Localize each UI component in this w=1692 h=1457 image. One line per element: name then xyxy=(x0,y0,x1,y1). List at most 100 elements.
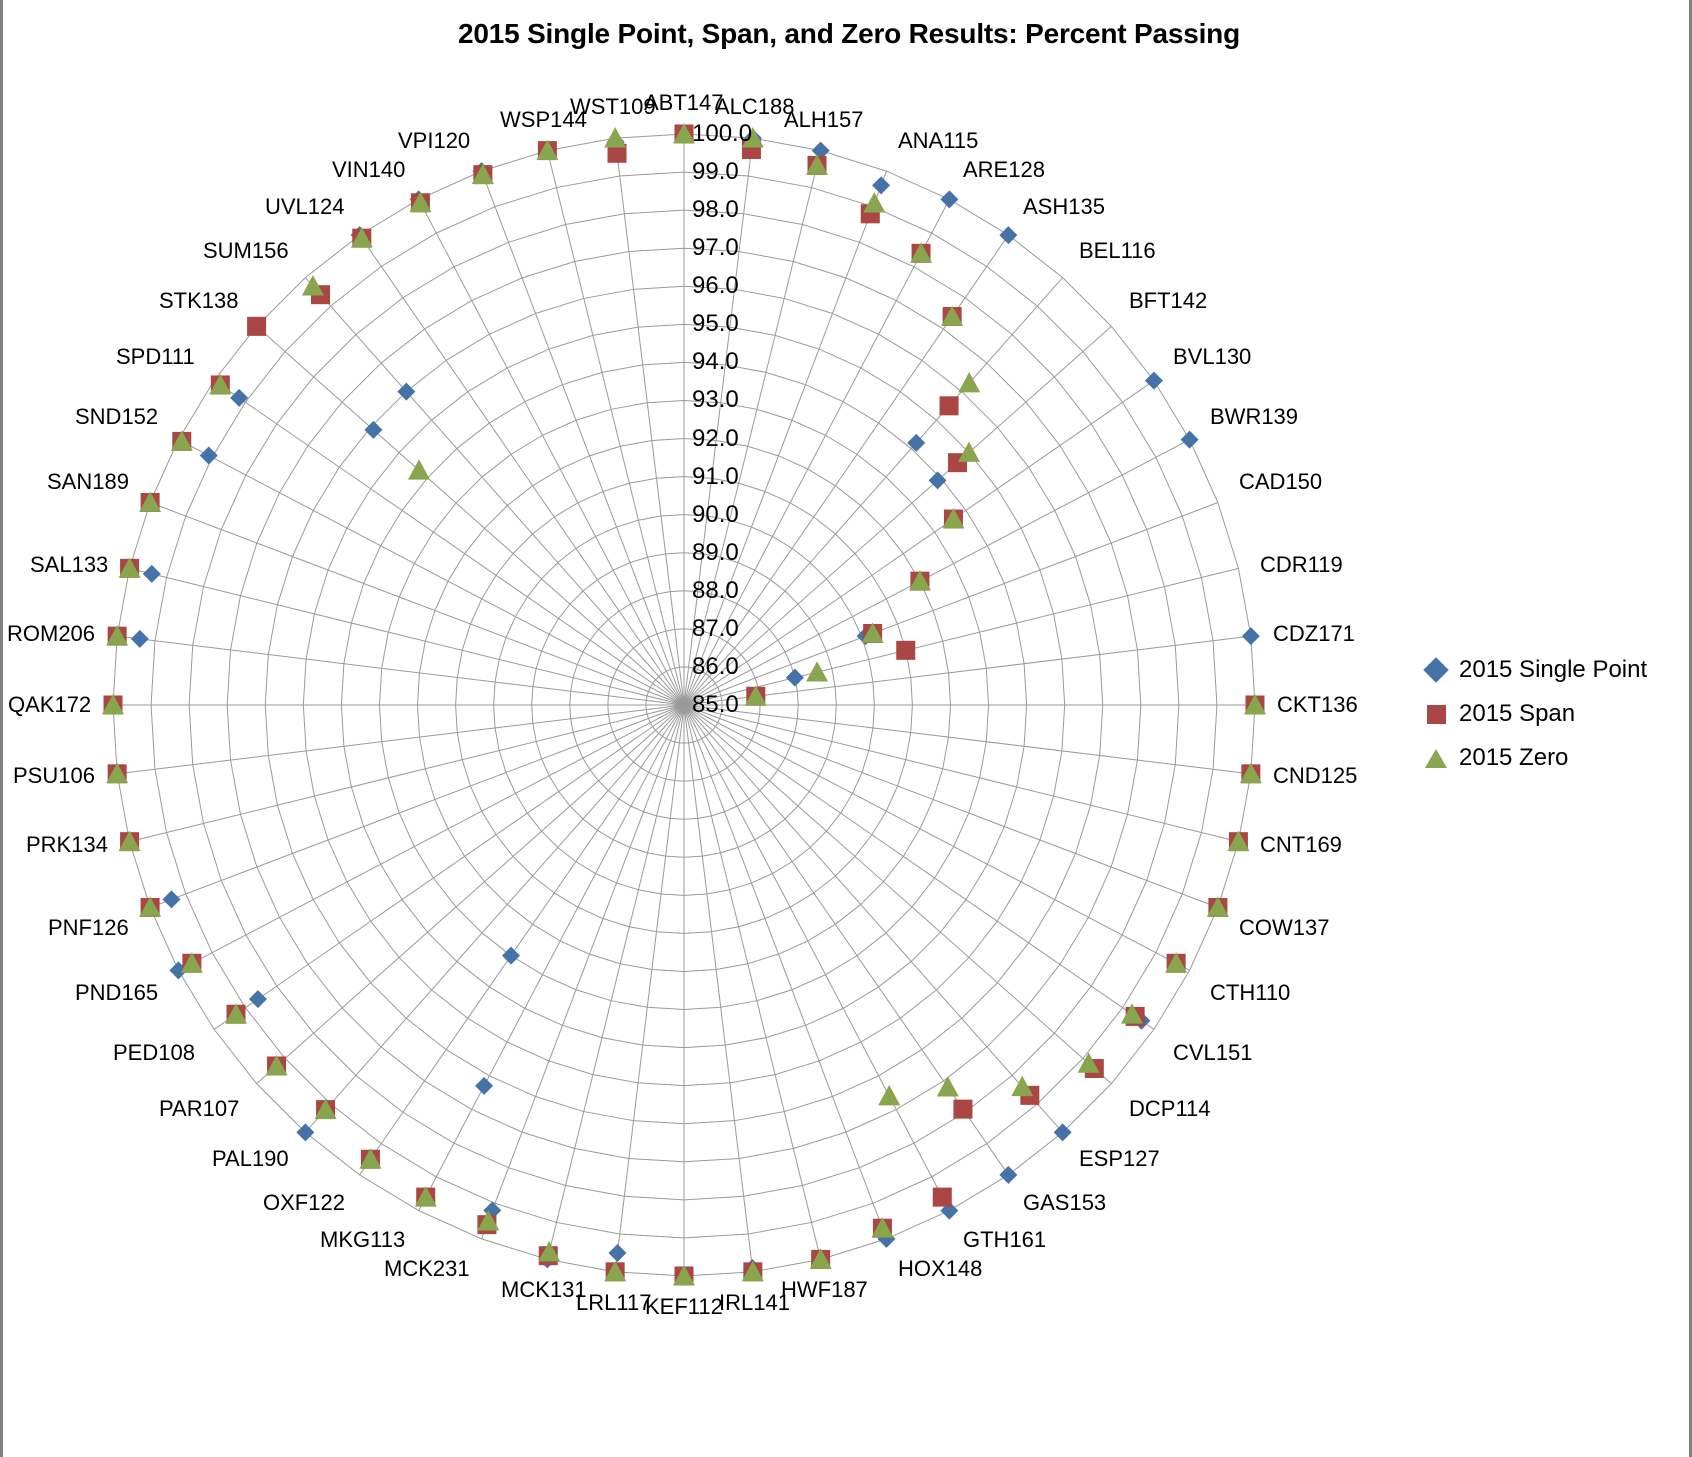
series-layer xyxy=(102,123,1266,1286)
grid-spoke xyxy=(304,277,685,706)
diamond-point xyxy=(999,1165,1018,1184)
triangle-point xyxy=(118,830,141,851)
triangle-point xyxy=(536,139,559,160)
grid-ring xyxy=(340,361,1028,1049)
triangle-point xyxy=(910,242,933,263)
triangle-point xyxy=(878,1084,901,1106)
triangle-point xyxy=(673,1265,695,1286)
grid-ring xyxy=(150,171,1218,1239)
legend-item-span[interactable]: 2015 Span xyxy=(1423,692,1683,736)
triangle-point xyxy=(741,127,764,148)
square-point xyxy=(247,316,267,336)
triangle-point xyxy=(170,430,193,451)
legend-item-single-point[interactable]: 2015 Single Point xyxy=(1423,648,1683,692)
category-label: GAS153 xyxy=(1023,1190,1107,1215)
grid-spoke xyxy=(683,704,887,1240)
triangle-point xyxy=(180,952,203,973)
grid-spoke xyxy=(683,277,1064,706)
triangle-point xyxy=(1011,1075,1034,1097)
radial-tick-label: 85.0 xyxy=(692,691,739,718)
grid-spoke xyxy=(418,704,685,1211)
grid-spoke xyxy=(213,380,685,706)
diamond-point xyxy=(199,446,218,465)
category-label: LRL117 xyxy=(576,1290,652,1315)
category-label: CDZ171 xyxy=(1273,621,1355,646)
grid-spoke xyxy=(129,704,685,843)
category-label: GTH161 xyxy=(963,1227,1047,1252)
triangle-point xyxy=(936,1076,959,1097)
triangle-point xyxy=(741,1260,764,1282)
square-point xyxy=(953,1099,973,1119)
triangle-point xyxy=(102,694,124,715)
triangle-point xyxy=(958,372,981,393)
grid-spoke xyxy=(683,138,754,706)
diamond-point xyxy=(785,668,804,687)
diamond-point xyxy=(502,946,521,965)
grid-spoke xyxy=(683,170,887,706)
radial-tick-label: 96.0 xyxy=(692,272,739,299)
category-label: HOX148 xyxy=(898,1256,983,1281)
radial-tick-label: 86.0 xyxy=(692,653,739,680)
triangle-point xyxy=(806,661,829,682)
diamond-point xyxy=(130,629,149,648)
grid-spoke xyxy=(683,704,1009,1176)
category-label: BFT142 xyxy=(1129,288,1208,313)
diamond-point xyxy=(296,1123,315,1142)
legend-item-zero[interactable]: 2015 Zero xyxy=(1423,736,1683,780)
grid-spoke xyxy=(683,704,1064,1133)
grid-ring xyxy=(645,666,723,744)
page-title: 2015 Single Point, Span, and Zero Result… xyxy=(458,18,1240,49)
category-label: VIN140 xyxy=(332,157,406,182)
triangle-point xyxy=(314,1098,337,1119)
category-label: CNT169 xyxy=(1260,832,1342,857)
category-label: CDR119 xyxy=(1260,552,1343,577)
radial-tick-label: 88.0 xyxy=(692,577,739,604)
grid-spoke xyxy=(149,704,685,908)
legend-label-span: 2015 Span xyxy=(1459,700,1576,727)
grid-spoke xyxy=(683,325,1112,706)
grid-spoke xyxy=(117,635,685,706)
category-label: SAN189 xyxy=(47,469,129,494)
diamond-point xyxy=(1144,371,1163,390)
grid-spoke xyxy=(481,704,685,1240)
triangle-point xyxy=(118,557,141,578)
grid-spoke xyxy=(178,439,685,706)
triangle-point xyxy=(139,896,162,917)
radial-tick-label: 87.0 xyxy=(692,615,739,642)
triangle-point xyxy=(477,1210,500,1231)
category-label: CND125 xyxy=(1273,763,1358,788)
triangle-point xyxy=(538,1241,561,1262)
grid-spoke xyxy=(683,380,1155,706)
grid-spoke xyxy=(614,704,685,1272)
category-label: MCK231 xyxy=(384,1256,470,1281)
grid-spoke xyxy=(614,138,685,706)
grid-ring xyxy=(607,628,761,782)
category-label: PND165 xyxy=(75,980,159,1005)
triangle-point xyxy=(1239,762,1262,784)
triangle-point xyxy=(863,192,886,213)
category-label: SND152 xyxy=(75,404,159,429)
grid-spoke xyxy=(683,502,1219,706)
grid-spoke xyxy=(256,325,685,706)
radial-tick-label: 95.0 xyxy=(692,310,739,337)
category-label: CTH110 xyxy=(1210,980,1291,1005)
category-label: KEF112 xyxy=(645,1294,723,1319)
category-label: SPD111 xyxy=(116,344,195,369)
diamond-point xyxy=(475,1076,494,1095)
category-label: MKG113 xyxy=(320,1227,406,1252)
polar-plot xyxy=(102,123,1266,1286)
category-label: ALH157 xyxy=(784,107,864,132)
category-label: HWF187 xyxy=(781,1277,868,1302)
category-label: PAR107 xyxy=(159,1096,240,1121)
triangle-point xyxy=(139,491,162,512)
series-triangle xyxy=(102,123,1266,1286)
triangle-point xyxy=(209,373,232,395)
triangle-point xyxy=(409,191,432,213)
grid-layer xyxy=(112,133,1256,1277)
triangle-point xyxy=(359,1148,382,1169)
grid-spoke xyxy=(359,704,685,1176)
grid-spoke xyxy=(683,704,1112,1085)
grid-spoke xyxy=(418,199,685,706)
category-label: ABT147 xyxy=(644,90,724,115)
